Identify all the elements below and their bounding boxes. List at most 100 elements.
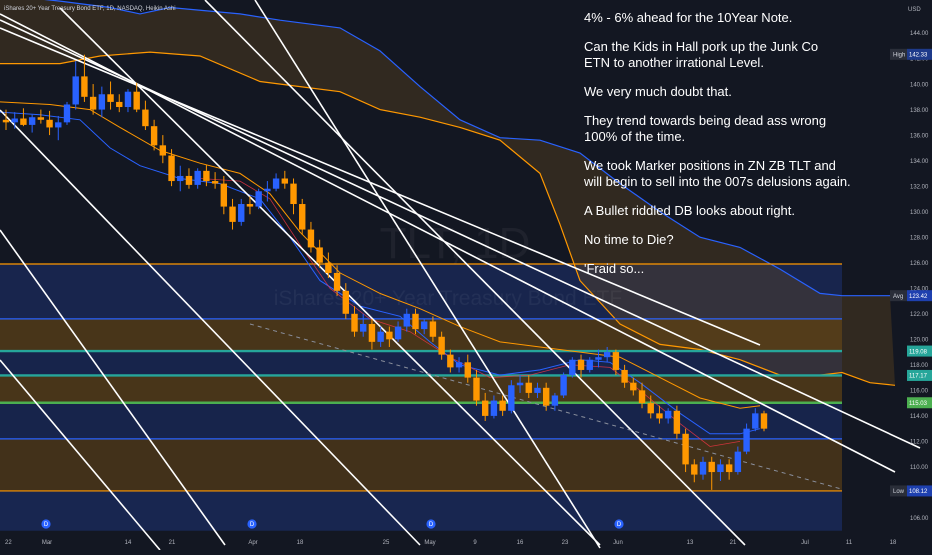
candle-body xyxy=(490,400,498,416)
candle-body xyxy=(734,451,742,473)
candle-body xyxy=(455,362,463,368)
candle-body xyxy=(682,433,689,465)
note-line: No time to Die? xyxy=(584,232,674,247)
moving-average-line xyxy=(0,101,761,409)
price-tag-name-bg xyxy=(890,290,907,302)
trend-line[interactable] xyxy=(0,229,226,546)
watermark-name: iShares 20+ Year Treasury Bond ETF xyxy=(274,287,622,310)
candle-body xyxy=(89,96,97,110)
dashed-regression-line[interactable] xyxy=(249,323,841,490)
note-line: We very much doubt that. xyxy=(584,84,732,99)
candle-body xyxy=(534,387,541,393)
dividend-marker-label: D xyxy=(617,522,622,528)
time-tick-label: 25 xyxy=(383,540,390,546)
candle-body xyxy=(255,191,262,207)
candle-body xyxy=(708,461,715,473)
note-line: 'Fraid so... xyxy=(584,261,645,276)
candle-body xyxy=(717,464,724,473)
currency-label: USD xyxy=(908,7,921,13)
candle-body xyxy=(725,464,733,473)
candle-body xyxy=(377,331,384,342)
candle-body xyxy=(638,390,646,404)
time-tick-label: 21 xyxy=(730,540,737,546)
candle-body xyxy=(647,403,654,414)
horizontal-zones xyxy=(0,264,842,531)
dividend-marker-label: D xyxy=(44,522,49,528)
candle-body xyxy=(246,204,254,207)
trend-line[interactable] xyxy=(0,27,761,346)
candle-body xyxy=(360,324,367,332)
cloud-fill xyxy=(0,0,895,386)
dividend-marker[interactable] xyxy=(41,519,51,529)
time-tick-label: 13 xyxy=(687,540,694,546)
trend-line[interactable] xyxy=(204,0,746,546)
candle-body xyxy=(264,188,271,192)
candle-body xyxy=(551,395,559,406)
dividend-marker[interactable] xyxy=(247,519,257,529)
dividend-marker[interactable] xyxy=(614,519,624,529)
trend-line[interactable] xyxy=(254,0,601,549)
price-tag-name: Avg xyxy=(893,294,903,300)
price-tick-label: 140.00 xyxy=(910,82,929,88)
candle-body xyxy=(63,104,71,123)
price-tag-bg xyxy=(907,485,932,497)
candle-body xyxy=(37,117,45,120)
candle-body xyxy=(281,178,289,184)
watermark: TLT, 1D iShares 20+ Year Treasury Bond E… xyxy=(274,219,622,310)
price-axis[interactable]: USD 106.00108.00110.00112.00114.00116.00… xyxy=(890,7,932,522)
note-line: They trend towards being dead ass wrong … xyxy=(584,113,827,144)
price-tag-value: 119.08 xyxy=(909,349,928,355)
time-tick-label: 21 xyxy=(169,540,176,546)
candle-body xyxy=(569,359,576,376)
price-tag-name-bg xyxy=(890,48,907,60)
trend-line[interactable] xyxy=(59,7,601,546)
candles xyxy=(2,54,768,490)
candle-body xyxy=(743,428,750,452)
time-tick-label: Apr xyxy=(248,540,257,546)
candle-body xyxy=(72,76,79,105)
candle-body xyxy=(699,461,707,475)
time-tick-label: 14 xyxy=(125,540,132,546)
price-tick-label: 118.00 xyxy=(910,363,929,369)
candle-body xyxy=(412,313,419,330)
price-tag-value: 123.42 xyxy=(909,294,928,300)
price-tag-value: 117.17 xyxy=(909,374,928,380)
candle-body xyxy=(630,382,637,391)
candle-body xyxy=(28,117,36,125)
note-line: 4% - 6% ahead for the 10Year Note. xyxy=(584,10,793,25)
candle-body xyxy=(481,400,489,416)
dividend-marker[interactable] xyxy=(426,519,436,529)
time-axis[interactable]: 22 Mar 14 21 Apr 18 25 May 9 16 23 Jun 13 21 Jul 11 18 xyxy=(5,540,897,546)
candle-body xyxy=(116,101,123,108)
price-tick-label: 114.00 xyxy=(910,414,929,420)
candle-body xyxy=(229,206,236,222)
price-tick-label: 122.00 xyxy=(910,312,929,318)
candle-body xyxy=(220,183,228,207)
time-tick-label: Mar xyxy=(42,540,52,546)
price-tag-bg xyxy=(907,397,932,409)
price-tick-label: 128.00 xyxy=(910,235,929,241)
trend-line[interactable] xyxy=(0,359,161,551)
price-tick-label: 112.00 xyxy=(910,440,929,446)
moving-average-line xyxy=(0,111,761,435)
price-tick-label: 116.00 xyxy=(910,389,929,395)
candle-body xyxy=(752,413,759,429)
candle-body xyxy=(603,352,611,358)
candle-body xyxy=(238,204,245,222)
trend-line[interactable] xyxy=(0,109,421,546)
candle-body xyxy=(177,175,184,182)
candle-body xyxy=(290,183,297,205)
price-tag-name: Low xyxy=(893,489,905,495)
candle-body xyxy=(2,119,10,123)
candle-body xyxy=(447,354,454,368)
price-tag-bg xyxy=(907,290,932,302)
candle-body xyxy=(124,91,132,108)
price-tag-value: 108.12 xyxy=(909,489,928,495)
candle-body xyxy=(325,262,332,273)
candle-body xyxy=(621,369,628,383)
candle-body xyxy=(499,400,506,411)
